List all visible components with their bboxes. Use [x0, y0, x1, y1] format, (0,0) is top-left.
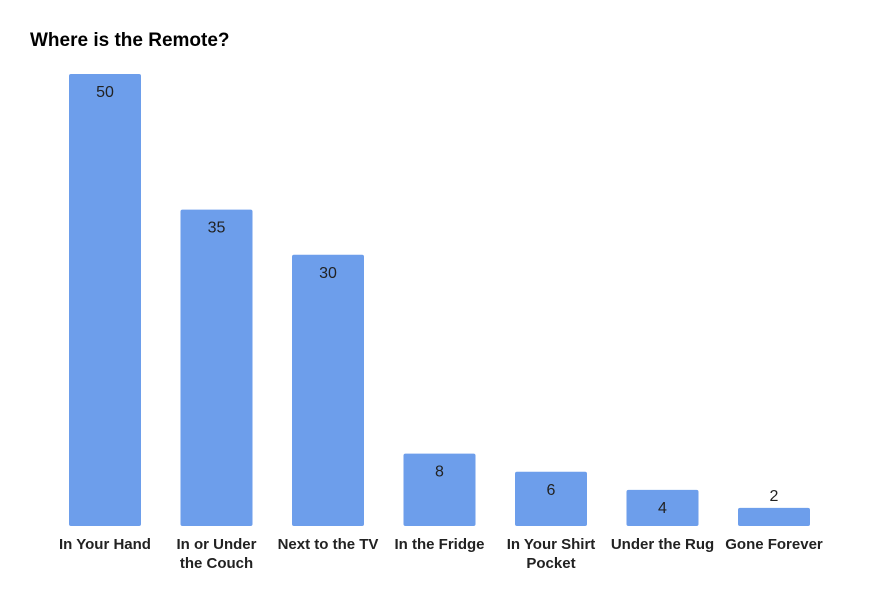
- category-label-2: Next to the TV: [278, 536, 379, 553]
- bar-value-label-4: 6: [547, 482, 556, 499]
- bar-0: [69, 74, 141, 526]
- category-label-1: In or Under the Couch: [176, 536, 256, 572]
- bar-value-label-2: 30: [319, 265, 337, 282]
- bar-1: [180, 209, 253, 526]
- bar-value-label-3: 8: [435, 464, 444, 481]
- bar-5: [626, 489, 699, 526]
- bar-value-label-6: 2: [770, 488, 779, 505]
- bars-layer: [69, 74, 810, 527]
- bar-6: [738, 507, 810, 526]
- category-label-3: In the Fridge: [395, 536, 485, 553]
- category-label-0: In Your Hand: [59, 536, 151, 553]
- category-label-6: Gone Forever: [725, 536, 823, 553]
- category-labels-layer: In Your Hand In or Under the Couch Next to …: [59, 536, 823, 572]
- bar-value-label-1: 35: [208, 220, 226, 237]
- data-labels-layer: 50 35 30 8 6 4 2: [96, 84, 778, 517]
- bar-value-label-0: 50: [96, 84, 114, 101]
- bar-3: [403, 453, 476, 526]
- category-label-4: In Your Shirt Pocket: [507, 536, 596, 572]
- bar-value-label-5: 4: [658, 500, 667, 517]
- bar-4: [515, 471, 587, 526]
- bar-2: [292, 254, 364, 527]
- chart-title: Where is the Remote?: [30, 30, 230, 51]
- category-label-5: Under the Rug: [611, 536, 714, 553]
